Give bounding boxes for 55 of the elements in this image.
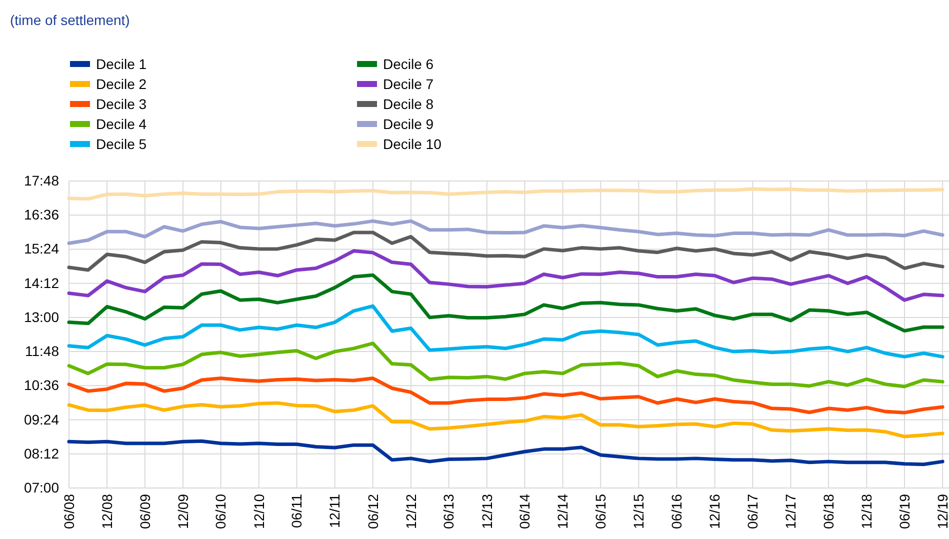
x-tick-label: 06/08 [60,494,77,530]
x-tick-label: 12/19 [934,494,949,530]
line-series [67,273,944,333]
x-tick-label: 12/11 [326,494,343,528]
x-tick-label: 06/11 [288,494,305,528]
legend-label: Decile 2 [96,76,147,92]
y-tick-label: 09:24 [24,411,60,428]
line-series [67,187,944,201]
y-tick-label: 07:00 [24,479,60,496]
line-series [67,219,944,246]
y-tick-label: 10:36 [24,377,60,394]
y-tick-label: 15:24 [24,240,60,257]
x-tick-label: 12/10 [250,494,267,530]
legend-label: Decile 4 [96,116,147,132]
x-tick-label: 06/17 [744,494,761,530]
x-tick-label: 12/08 [98,494,115,530]
y-tick-label: 11:48 [25,343,60,360]
text: (time of settlement) [10,12,130,28]
legend-label: Decile 5 [96,136,147,152]
y-tick-label: 17:48 [24,172,60,188]
x-tick-label: 06/16 [668,494,685,530]
legend-label: Decile 7 [383,76,434,92]
y-tick-label: 16:36 [24,206,60,223]
legend-label: Decile 8 [383,96,434,112]
line-series [67,230,944,272]
legend-label: Decile 6 [383,56,434,72]
x-tick-label: 06/10 [212,494,229,530]
x-tick-label: 12/14 [554,494,571,530]
x-tick-label: 06/19 [896,494,912,530]
x-tick-label: 06/18 [820,494,836,530]
x-tick-label: 06/12 [364,494,381,530]
line-series [67,249,944,302]
x-tick-label: 06/14 [516,494,533,530]
y-tick-label: 08:12 [24,445,60,462]
y-tick-label: 14:12 [24,274,60,291]
line-series [67,401,944,438]
line-series [67,304,944,358]
x-tick-label: 12/12 [402,494,419,530]
x-tick-label: 06/09 [136,494,153,530]
legend-label: Decile 1 [96,56,147,72]
x-tick-label: 06/13 [440,494,457,530]
legend-label: Decile 9 [383,116,434,132]
line-series [67,376,944,414]
x-tick-label: 12/17 [782,494,799,530]
x-tick-label: 12/18 [858,494,875,530]
x-tick-label: 12/16 [706,494,723,530]
legend-label: Decile 10 [383,136,442,152]
x-tick-label: 12/09 [174,494,191,530]
legend-label: Decile 3 [96,96,147,112]
line-series [67,439,944,466]
y-tick-label: 13:00 [24,308,60,325]
line-series [67,342,944,388]
x-tick-label: 12/13 [478,494,495,530]
x-tick-label: 06/15 [592,494,609,530]
x-tick-label: 12/15 [630,494,647,530]
